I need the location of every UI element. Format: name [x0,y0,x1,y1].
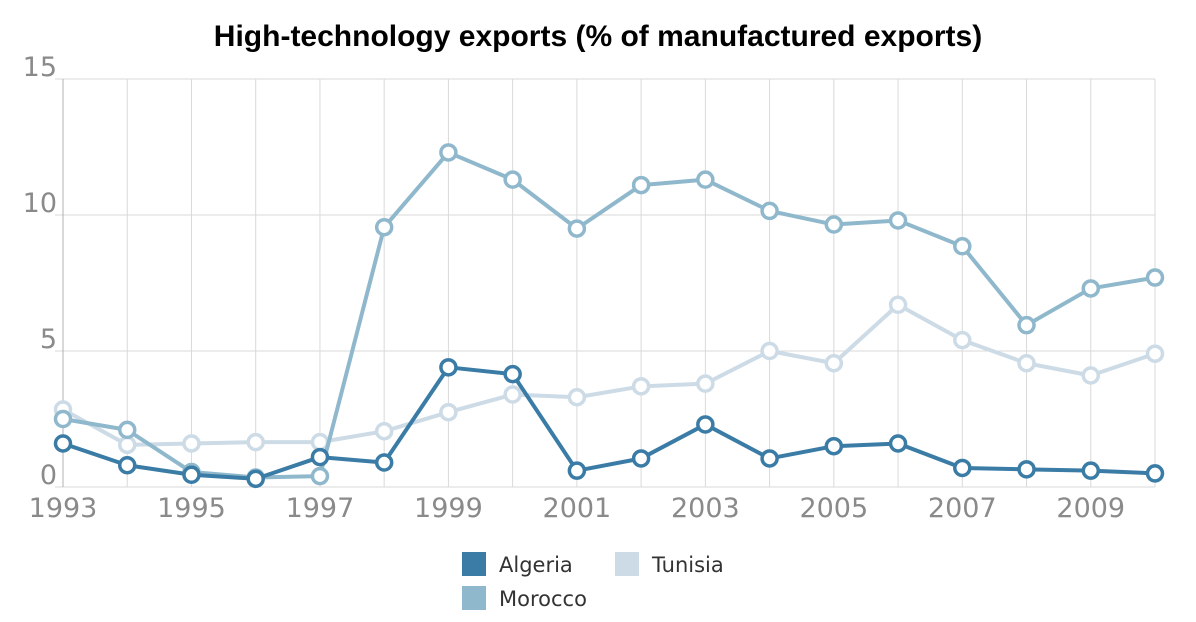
series-tunisia [53,295,1165,455]
legend-swatch [462,586,486,610]
legend-item-morocco[interactable]: Morocco [462,586,587,611]
data-point-morocco[interactable] [888,211,908,230]
data-point-algeria[interactable] [1017,460,1036,479]
data-point-tunisia[interactable] [503,385,522,404]
data-point-tunisia[interactable] [310,432,330,452]
data-point-algeria[interactable] [953,458,972,478]
axis-layer: 0 5 10 15 1993 1995 1997 1999 2001 2003 2005 2007 20… [23,52,1125,524]
data-point-tunisia[interactable] [696,374,715,393]
data-point-algeria[interactable] [567,461,587,480]
x-tick-label: 2009 [1056,493,1125,524]
x-tick-label: 2003 [671,493,740,524]
data-point-algeria[interactable] [182,465,201,485]
x-tick-label: 1995 [157,493,226,524]
data-point-morocco[interactable] [824,215,844,234]
data-point-tunisia[interactable] [182,434,201,453]
data-point-algeria[interactable] [888,434,908,453]
data-point-tunisia[interactable] [1017,353,1036,373]
data-point-morocco[interactable] [374,217,394,237]
data-point-morocco[interactable] [439,143,458,162]
x-tick-label: 2007 [928,493,997,524]
data-point-tunisia[interactable] [1081,366,1101,385]
data-point-algeria[interactable] [1145,464,1165,483]
data-point-algeria[interactable] [374,453,394,472]
data-point-morocco[interactable] [567,219,587,238]
x-tick-label: 2005 [799,493,868,524]
legend-label: Tunisia [651,553,724,577]
series-line-algeria [62,365,1156,481]
series-morocco [53,143,1165,487]
x-tick-label: 1997 [286,493,355,524]
x-tick-label: 1993 [29,493,98,524]
data-point-morocco[interactable] [53,409,73,429]
data-point-algeria[interactable] [760,449,779,468]
legend: Algeria Morocco Tunisia [462,552,724,611]
data-point-morocco[interactable] [1081,279,1101,298]
series-algeria [53,358,1165,489]
data-point-tunisia[interactable] [953,330,972,350]
legend-swatch [462,552,486,576]
data-point-morocco[interactable] [117,420,137,440]
chart-title: High-technology exports (% of manufactur… [214,20,982,53]
data-point-morocco[interactable] [760,201,779,221]
data-point-algeria[interactable] [117,455,137,475]
series-line-tunisia [62,302,1156,447]
data-point-tunisia[interactable] [888,295,908,315]
y-tick-label: 15 [23,52,57,83]
data-point-morocco[interactable] [696,170,715,189]
data-point-algeria[interactable] [310,447,330,467]
data-point-algeria[interactable] [503,364,522,384]
legend-item-tunisia[interactable]: Tunisia [615,552,724,577]
data-point-tunisia[interactable] [760,341,779,361]
data-point-tunisia[interactable] [374,421,394,441]
data-point-morocco[interactable] [503,170,522,189]
legend-swatch [615,552,639,576]
data-point-tunisia[interactable] [1145,344,1165,363]
data-point-morocco[interactable] [1017,315,1036,335]
series-line-morocco [62,150,1156,480]
legend-label: Morocco [499,587,587,611]
y-tick-label: 5 [40,324,57,355]
y-tick-label: 0 [40,460,57,491]
data-point-tunisia[interactable] [246,432,265,452]
data-point-tunisia[interactable] [117,435,137,455]
data-point-algeria[interactable] [696,415,715,434]
data-point-morocco[interactable] [953,237,972,256]
x-tick-label: 2001 [543,493,612,524]
data-point-algeria[interactable] [1081,461,1101,480]
data-point-tunisia[interactable] [567,387,587,407]
legend-item-algeria[interactable]: Algeria [462,552,573,577]
data-point-algeria[interactable] [439,358,458,377]
series-layer [53,143,1165,489]
x-tick-label: 1999 [414,493,483,524]
data-point-tunisia[interactable] [631,377,651,396]
data-point-morocco[interactable] [1145,268,1165,287]
data-point-morocco[interactable] [631,175,651,195]
legend-label: Algeria [499,553,573,577]
data-point-algeria[interactable] [824,436,844,456]
data-point-morocco[interactable] [310,466,330,486]
data-point-algeria[interactable] [631,449,651,468]
data-point-tunisia[interactable] [439,402,458,422]
data-point-tunisia[interactable] [824,353,844,373]
data-point-algeria[interactable] [53,434,73,453]
data-point-algeria[interactable] [246,469,265,489]
y-tick-label: 10 [23,188,57,219]
